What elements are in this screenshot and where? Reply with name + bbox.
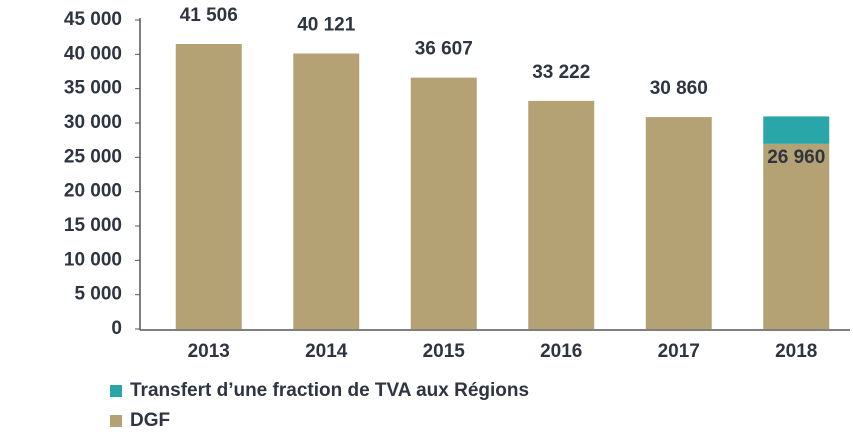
bar xyxy=(528,100,595,329)
y-tick-label: 30 000 xyxy=(64,112,122,133)
bar xyxy=(175,43,242,330)
x-tick-label: 2017 xyxy=(658,341,700,362)
y-tick-label: 0 xyxy=(111,318,122,339)
y-tick-label: 5 000 xyxy=(74,284,122,305)
x-tick-label: 2018 xyxy=(775,341,817,362)
legend-label: DGF xyxy=(130,410,170,431)
x-tick-label: 2015 xyxy=(423,341,466,362)
legend-label: Transfert d’une fraction de TVA aux Régi… xyxy=(130,380,529,401)
y-tick-label: 40 000 xyxy=(64,43,122,64)
data-label: 30 860 xyxy=(650,78,708,99)
bar xyxy=(645,117,712,329)
bar xyxy=(763,116,830,144)
y-tick-label: 15 000 xyxy=(64,215,122,236)
data-label: 36 607 xyxy=(415,39,473,60)
y-tick-label: 25 000 xyxy=(64,146,122,167)
data-label: 26 960 xyxy=(767,147,825,168)
legend-swatch xyxy=(110,385,122,397)
bar xyxy=(410,77,477,330)
y-tick-label: 45 000 xyxy=(64,9,122,30)
legend-swatch xyxy=(110,415,122,427)
data-label: 33 222 xyxy=(532,62,590,83)
bar xyxy=(763,143,830,329)
data-label: 40 121 xyxy=(297,15,356,36)
y-tick-label: 10 000 xyxy=(64,249,122,270)
x-tick-label: 2016 xyxy=(540,341,582,362)
bar xyxy=(293,53,360,329)
y-tick-label: 20 000 xyxy=(64,181,122,202)
x-tick-label: 2014 xyxy=(305,341,348,362)
data-label: 41 506 xyxy=(180,5,238,26)
x-tick-label: 2013 xyxy=(188,341,230,362)
y-tick-label: 35 000 xyxy=(64,78,122,99)
